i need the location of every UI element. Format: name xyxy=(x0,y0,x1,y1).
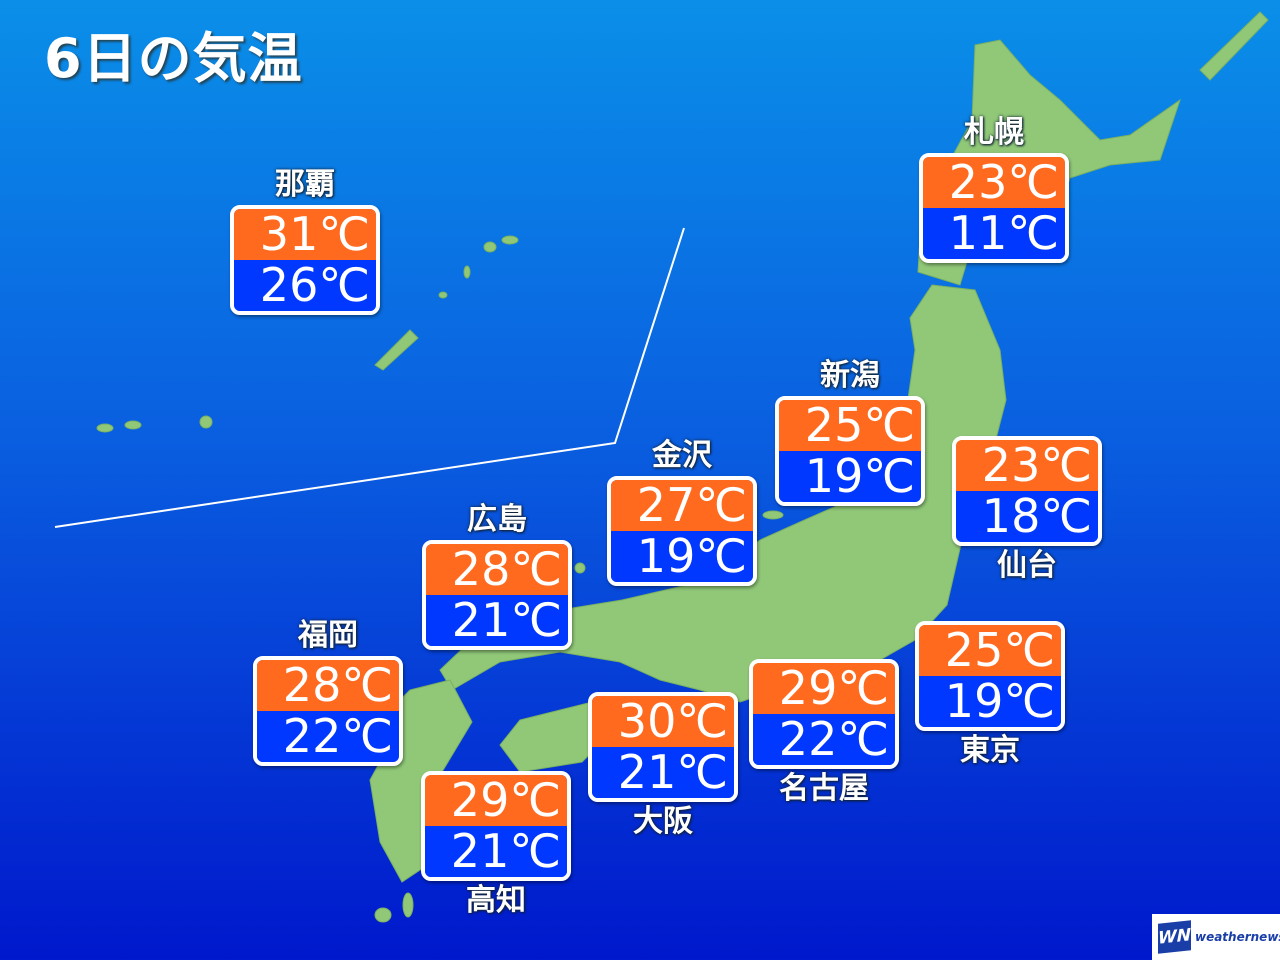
city-name: 名古屋 xyxy=(779,771,869,806)
low-temp: 21℃ xyxy=(425,826,567,877)
city-nagoya: 29℃ 22℃ 名古屋 xyxy=(749,659,899,809)
city-name: 高知 xyxy=(466,883,526,918)
low-temp: 19℃ xyxy=(919,676,1061,727)
city-name: 東京 xyxy=(960,733,1020,768)
city-name: 大阪 xyxy=(633,804,693,839)
high-temp: 29℃ xyxy=(425,775,567,826)
city-kochi: 29℃ 21℃ 高知 xyxy=(421,771,571,921)
logo-text: weathernews xyxy=(1194,930,1280,944)
low-temp: 18℃ xyxy=(956,491,1098,542)
map-title: 6日の気温 xyxy=(44,27,303,90)
city-name: 那覇 xyxy=(275,167,335,202)
city-osaka: 30℃ 21℃ 大阪 xyxy=(588,692,738,842)
city-name: 札幌 xyxy=(964,115,1024,150)
high-temp: 31℃ xyxy=(234,209,376,260)
high-temp: 27℃ xyxy=(611,480,753,531)
low-temp: 11℃ xyxy=(923,208,1065,259)
city-tokyo: 25℃ 19℃ 東京 xyxy=(915,621,1065,771)
high-temp: 28℃ xyxy=(257,660,399,711)
city-kanazawa: 金沢 27℃ 19℃ xyxy=(607,436,757,586)
city-name: 新潟 xyxy=(820,358,880,393)
city-name: 仙台 xyxy=(997,548,1057,583)
city-naha: 那覇 31℃ 26℃ xyxy=(230,165,380,315)
high-temp: 23℃ xyxy=(956,440,1098,491)
low-temp: 21℃ xyxy=(426,595,568,646)
high-temp: 23℃ xyxy=(923,157,1065,208)
high-temp: 25℃ xyxy=(779,400,921,451)
low-temp: 22℃ xyxy=(753,714,895,765)
high-temp: 25℃ xyxy=(919,625,1061,676)
low-temp: 26℃ xyxy=(234,260,376,311)
high-temp: 30℃ xyxy=(592,696,734,747)
city-niigata: 新潟 25℃ 19℃ xyxy=(775,356,925,506)
city-sendai: 23℃ 18℃ 仙台 xyxy=(952,436,1102,586)
city-fukuoka: 福岡 28℃ 22℃ xyxy=(253,616,403,766)
low-temp: 22℃ xyxy=(257,711,399,762)
okinawa-inset-border xyxy=(54,227,685,528)
city-name: 金沢 xyxy=(652,438,712,473)
weathernews-logo: WN weathernews xyxy=(1152,914,1280,960)
city-sapporo: 札幌 23℃ 11℃ xyxy=(919,113,1069,263)
city-name: 広島 xyxy=(467,502,527,537)
city-name: 福岡 xyxy=(298,618,358,653)
logo-mark: WN xyxy=(1158,920,1191,954)
low-temp: 19℃ xyxy=(611,531,753,582)
low-temp: 21℃ xyxy=(592,747,734,798)
low-temp: 19℃ xyxy=(779,451,921,502)
high-temp: 29℃ xyxy=(753,663,895,714)
high-temp: 28℃ xyxy=(426,544,568,595)
city-hiroshima: 広島 28℃ 21℃ xyxy=(422,500,572,650)
